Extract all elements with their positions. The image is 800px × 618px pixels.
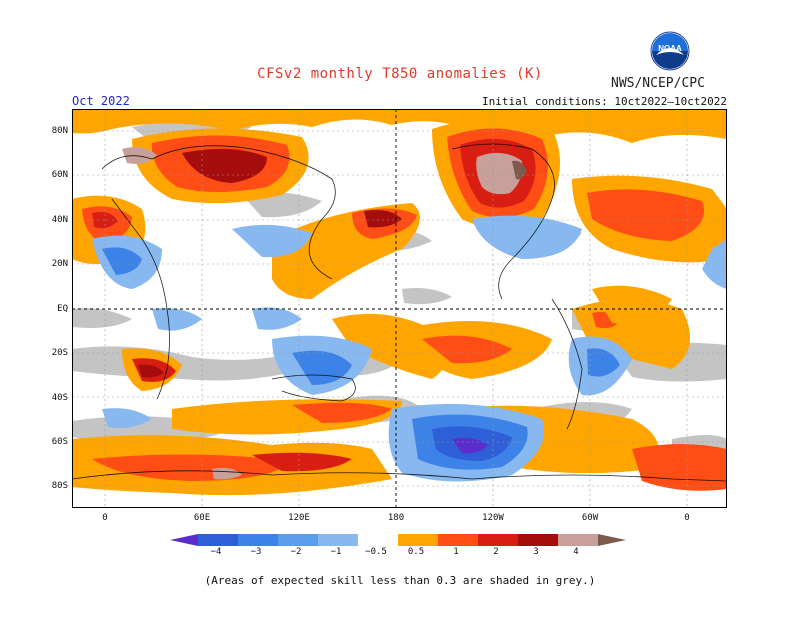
colorbar-swatch bbox=[478, 534, 518, 546]
y-tick-label: 40S bbox=[51, 393, 68, 403]
map-frame bbox=[72, 109, 727, 508]
colorbar-swatch bbox=[438, 534, 478, 546]
x-tick-label: 180 bbox=[387, 513, 405, 523]
colorbar-label: −1 bbox=[330, 547, 342, 557]
colorbar-label: −3 bbox=[250, 547, 262, 557]
map-reference-lines bbox=[72, 109, 727, 508]
colorbar-label: −4 bbox=[210, 547, 222, 557]
colorbar bbox=[170, 534, 626, 546]
y-tick-label: 60S bbox=[51, 437, 68, 447]
skill-footnote: (Areas of expected skill less than 0.3 a… bbox=[204, 574, 596, 587]
colorbar-swatch bbox=[238, 534, 278, 546]
colorbar-swatch bbox=[398, 534, 438, 546]
colorbar-label: −0.5 bbox=[365, 547, 387, 557]
colorbar-swatch bbox=[598, 534, 626, 546]
y-tick-label: 60N bbox=[51, 170, 68, 180]
noaa-logo: NOAA bbox=[650, 31, 690, 71]
y-tick-label: 20N bbox=[51, 259, 68, 269]
colorbar-swatch bbox=[358, 534, 398, 546]
coastlines bbox=[72, 143, 727, 482]
y-tick-label: 40N bbox=[51, 215, 68, 225]
x-tick-label: 120E bbox=[288, 513, 310, 523]
x-tick-label: 60E bbox=[193, 513, 211, 523]
x-tick-label: 0 bbox=[102, 513, 108, 523]
colorbar-label: −2 bbox=[290, 547, 302, 557]
anomaly-map bbox=[72, 109, 727, 508]
colorbar-label: 0.5 bbox=[407, 547, 425, 557]
initial-conditions: Initial conditions: 10ct2022–10ct2022 bbox=[481, 95, 727, 108]
x-tick-label: 120W bbox=[482, 513, 504, 523]
colorbar-swatch bbox=[278, 534, 318, 546]
y-tick-label: 80N bbox=[51, 126, 68, 136]
noaa-logo-text: NOAA bbox=[658, 44, 682, 53]
colorbar-swatch bbox=[558, 534, 598, 546]
x-tick-label: 0 bbox=[684, 513, 690, 523]
agency-label: NWS/NCEP/CPC bbox=[611, 76, 705, 91]
map-gridlines bbox=[72, 109, 727, 508]
map-title: CFSv2 monthly T850 anomalies (K) bbox=[257, 66, 543, 82]
colorbar-label: 4 bbox=[573, 547, 579, 557]
colorbar-swatch bbox=[170, 534, 198, 546]
colorbar-label: 3 bbox=[533, 547, 539, 557]
y-tick-label: 80S bbox=[51, 481, 68, 491]
forecast-month: Oct 2022 bbox=[72, 94, 130, 108]
colorbar-label: 2 bbox=[493, 547, 499, 557]
x-tick-label: 60W bbox=[581, 513, 599, 523]
colorbar-label: 1 bbox=[453, 547, 459, 557]
colorbar-swatch bbox=[518, 534, 558, 546]
colorbar-swatch bbox=[198, 534, 238, 546]
y-tick-label: 20S bbox=[51, 348, 68, 358]
y-tick-label: EQ bbox=[57, 304, 68, 314]
warm-anomalies bbox=[72, 109, 727, 496]
colorbar-swatch bbox=[318, 534, 358, 546]
